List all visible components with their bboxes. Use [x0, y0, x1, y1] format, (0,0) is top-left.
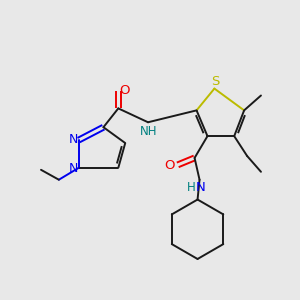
Text: N: N — [196, 181, 206, 194]
Text: N: N — [69, 162, 78, 175]
Text: NH: NH — [140, 125, 158, 138]
Text: N: N — [69, 133, 78, 146]
Text: O: O — [165, 159, 175, 172]
Text: S: S — [211, 75, 220, 88]
Text: O: O — [119, 84, 130, 97]
Text: H: H — [187, 181, 196, 194]
